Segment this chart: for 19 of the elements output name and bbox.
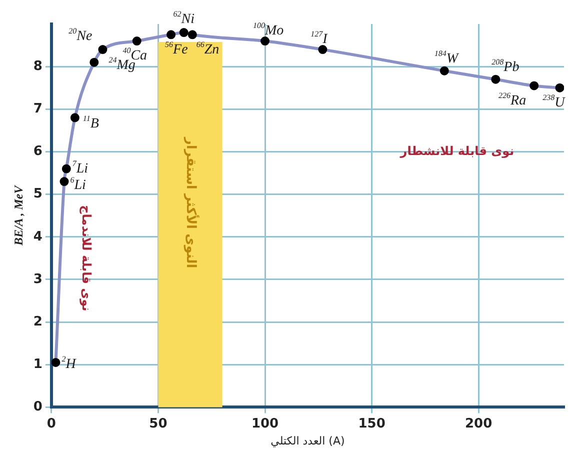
x-tick-label: 0 — [46, 416, 56, 432]
x-tick-label: 150 — [358, 416, 386, 432]
y-tick-label: 4 — [33, 229, 42, 244]
y-tick-label: 0 — [33, 400, 42, 415]
x-tick-label: 100 — [251, 416, 279, 432]
y-tick-label: 5 — [33, 186, 42, 202]
y-tick-label: 2 — [33, 314, 42, 330]
x-axis-title: العدد الكتلي (A) — [270, 434, 345, 448]
annotation: نوى قابلة للاندماج — [79, 205, 94, 312]
y-tick-label: 1 — [33, 356, 42, 372]
y-tick-label: 7 — [33, 102, 42, 117]
y-tick-label: 8 — [33, 58, 42, 74]
y-axis-title: BE/A , MeV — [11, 184, 26, 246]
band-label: النوى الأكثر استقرار — [182, 136, 200, 268]
y-tick-label: 6 — [33, 144, 42, 160]
annotation: نوى قابلة للانشطار — [399, 144, 514, 158]
x-tick-label: 50 — [149, 416, 168, 432]
y-tick-label: 3 — [33, 272, 42, 287]
x-tick-label: 200 — [465, 416, 492, 432]
